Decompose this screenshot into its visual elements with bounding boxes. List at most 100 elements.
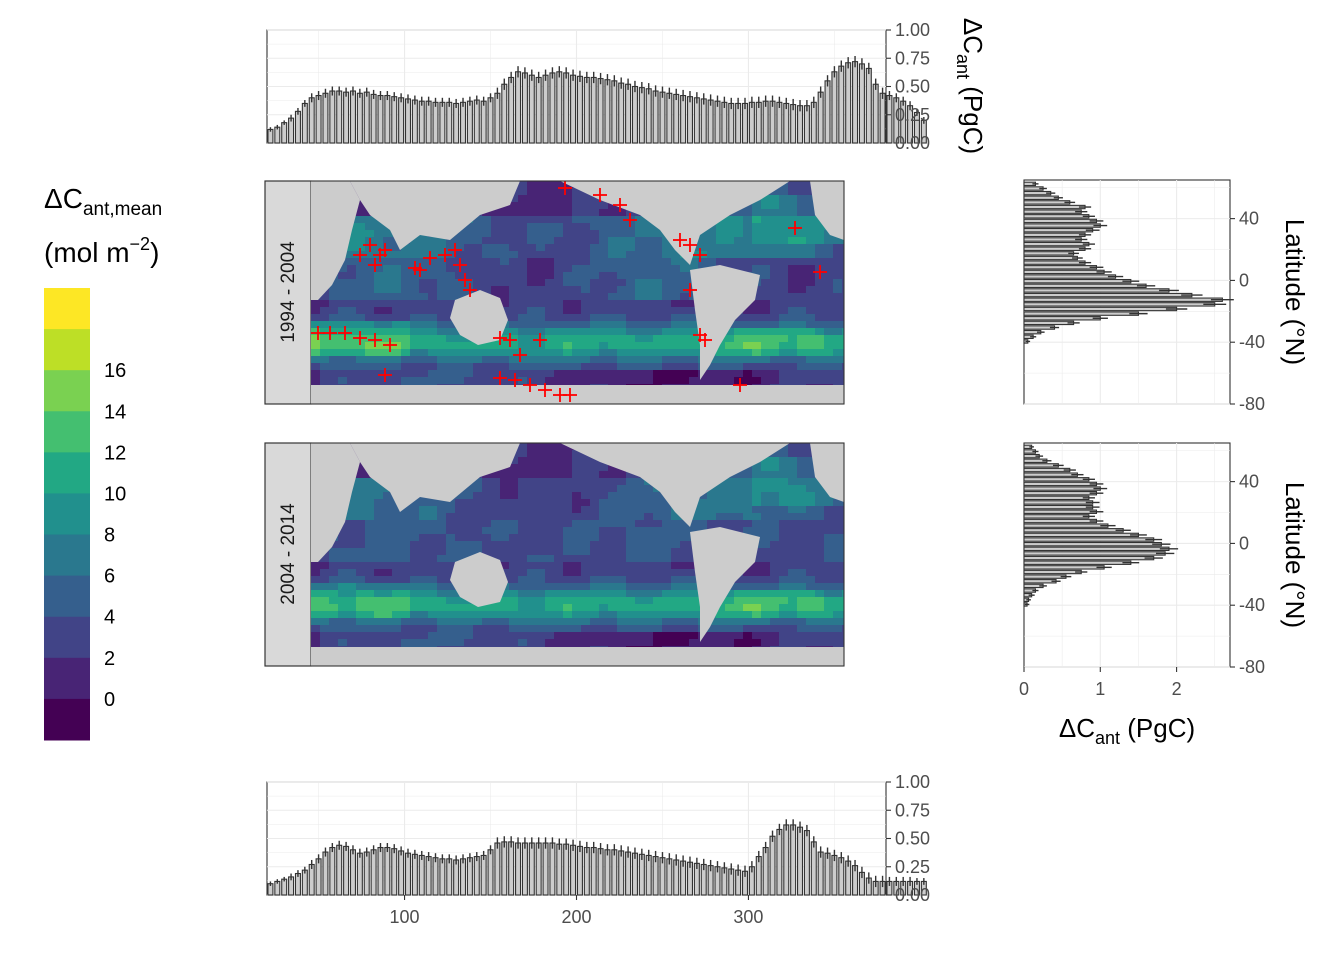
ocean-cell — [518, 569, 528, 577]
ocean-cell — [536, 216, 546, 224]
ocean-cell — [428, 363, 438, 371]
ocean-cell — [734, 513, 744, 521]
ocean-cell — [455, 625, 465, 633]
ocean-cell — [455, 272, 465, 280]
lon-bar — [453, 859, 460, 896]
ocean-cell — [392, 370, 402, 378]
ocean-cell — [680, 555, 690, 563]
ocean-cell — [329, 335, 339, 343]
ocean-cell — [662, 370, 672, 378]
ocean-cell — [833, 632, 843, 640]
ocean-cell — [545, 265, 555, 273]
ocean-cell — [752, 377, 762, 385]
ocean-cell — [437, 597, 447, 605]
ocean-cell — [383, 377, 393, 385]
ocean-cell — [698, 513, 708, 521]
ocean-cell — [662, 548, 672, 556]
ocean-cell — [599, 293, 609, 301]
ocean-cell — [491, 363, 501, 371]
lon-bar — [411, 853, 418, 896]
ocean-cell — [617, 478, 627, 486]
ocean-cell — [536, 548, 546, 556]
ocean-cell — [734, 471, 744, 479]
ocean-cell — [626, 562, 636, 570]
ocean-cell — [518, 251, 528, 259]
ocean-cell — [401, 279, 411, 287]
ocean-cell — [419, 604, 429, 612]
ocean-cell — [788, 181, 798, 189]
map-panel-2004-2014: 2004 - 2014 — [264, 442, 845, 667]
lon-bar — [776, 101, 783, 144]
ocean-cell — [833, 597, 843, 605]
ocean-cell — [572, 478, 582, 486]
legend-swatches — [44, 288, 90, 741]
ocean-cell — [509, 583, 519, 591]
ocean-cell — [653, 377, 663, 385]
ocean-cell — [815, 328, 825, 336]
x-tick-label: 200 — [561, 907, 591, 927]
ocean-cell — [428, 639, 438, 647]
ocean-cell — [770, 457, 780, 465]
ocean-cell — [824, 265, 834, 273]
lat-bar — [1023, 297, 1223, 302]
ocean-cell — [527, 632, 537, 640]
ocean-cell — [617, 513, 627, 521]
ocean-cell — [833, 342, 843, 350]
ocean-cell — [536, 618, 546, 626]
ocean-cell — [581, 513, 591, 521]
ocean-cell — [779, 307, 789, 315]
ocean-cell — [509, 307, 519, 315]
ocean-cell — [761, 485, 771, 493]
ocean-cell — [797, 328, 807, 336]
ocean-cell — [428, 576, 438, 584]
ocean-cell — [725, 342, 735, 350]
ocean-cell — [338, 286, 348, 294]
ocean-cell — [428, 286, 438, 294]
lat-bar — [1023, 579, 1057, 584]
ocean-cell — [689, 562, 699, 570]
ocean-cell — [356, 279, 366, 287]
ocean-cell — [779, 237, 789, 245]
lon-bar — [480, 100, 487, 144]
ocean-cell — [626, 258, 636, 266]
ocean-cell — [410, 506, 420, 514]
ocean-cell — [806, 506, 816, 514]
ocean-cell — [356, 272, 366, 280]
ocean-cell — [518, 534, 528, 542]
ocean-cell — [590, 527, 600, 535]
ocean-cell — [509, 604, 519, 612]
ocean-cell — [590, 237, 600, 245]
ocean-cell — [842, 562, 844, 570]
lon-bar — [597, 78, 604, 144]
ocean-cell — [329, 604, 339, 612]
ocean-cell — [626, 293, 636, 301]
ocean-cell — [797, 569, 807, 577]
ocean-cell — [563, 237, 573, 245]
ocean-cell — [518, 604, 528, 612]
ocean-cell — [590, 356, 600, 364]
ocean-cell — [356, 513, 366, 521]
ocean-cell — [581, 471, 591, 479]
lon-bar — [618, 82, 625, 144]
ocean-cell — [752, 202, 762, 210]
ocean-cell — [563, 202, 573, 210]
ocean-cell — [365, 520, 375, 528]
ocean-cell — [500, 625, 510, 633]
ocean-cell — [635, 604, 645, 612]
ocean-cell — [581, 272, 591, 280]
ocean-cell — [599, 363, 609, 371]
ocean-cell — [572, 258, 582, 266]
ocean-cell — [365, 223, 375, 231]
ocean-cell — [653, 639, 663, 647]
ocean-cell — [824, 328, 834, 336]
ocean-cell — [347, 562, 357, 570]
ocean-cell — [428, 534, 438, 542]
ocean-cell — [779, 534, 789, 542]
lon-bar — [748, 101, 755, 144]
ocean-cell — [365, 562, 375, 570]
ocean-cell — [815, 597, 825, 605]
ocean-cell — [311, 370, 321, 378]
ocean-cell — [482, 370, 492, 378]
ocean-cell — [752, 230, 762, 238]
ocean-cell — [635, 569, 645, 577]
